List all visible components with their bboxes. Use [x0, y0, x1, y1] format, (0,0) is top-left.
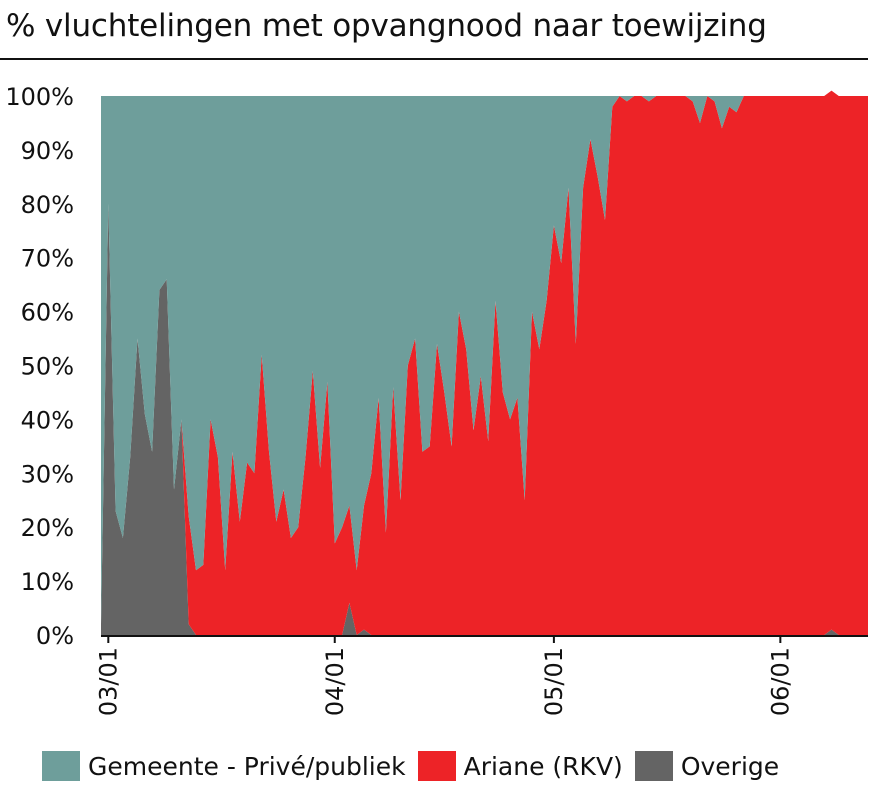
y-tick-label: 90% [21, 137, 74, 165]
legend-swatch-ariane [417, 751, 456, 781]
legend-swatch-gemeente [42, 751, 80, 781]
y-tick-label: 80% [21, 191, 74, 219]
area-series-ariane-rkv [101, 90, 868, 636]
axes-group: 0% 10% 20% 30% 40% 50% 60% 70% 80% 90% 100% 03/01 04… [5, 83, 868, 716]
legend-item-ariane: Ariane (RKV) [417, 751, 623, 781]
y-tick-label: 70% [21, 245, 74, 273]
area-series-gemeente-priv-publiek [101, 90, 868, 625]
x-tick-label: 03/01 [94, 647, 122, 716]
y-tick-label: 60% [21, 299, 74, 327]
legend-item-overige: Overige [634, 751, 780, 781]
y-tick-label: 30% [21, 460, 74, 488]
x-tick-label: 05/01 [540, 647, 568, 716]
legend-label-overige: Overige [680, 751, 780, 781]
legend-swatch-overige [634, 751, 673, 781]
title-divider [0, 58, 868, 60]
x-tick-label: 06/01 [766, 647, 794, 716]
stacked-area-chart: 0% 10% 20% 30% 40% 50% 60% 70% 80% 90% 100% 03/01 04… [5, 83, 868, 716]
y-tick-label: 0% [36, 622, 74, 650]
legend-item-gemeente: Gemeente - Privé/publiek [42, 751, 406, 781]
y-tick-label: 40% [21, 406, 74, 434]
area-series-group [101, 90, 868, 636]
area-series-overige [101, 203, 868, 636]
x-tick-label: 04/01 [321, 647, 349, 716]
legend-label-gemeente: Gemeente - Privé/publiek [88, 751, 406, 781]
y-tick-label: 50% [21, 353, 74, 381]
y-tick-label: 100% [5, 83, 74, 111]
y-tick-label: 10% [21, 568, 74, 596]
legend-label-ariane: Ariane (RKV) [463, 751, 623, 781]
chart-title: % vluchtelingen met opvangnood naar toew… [6, 8, 767, 44]
y-tick-label: 20% [21, 514, 74, 542]
chart-legend: Gemeente - Privé/publiek Ariane (RKV) Ov… [42, 746, 791, 786]
